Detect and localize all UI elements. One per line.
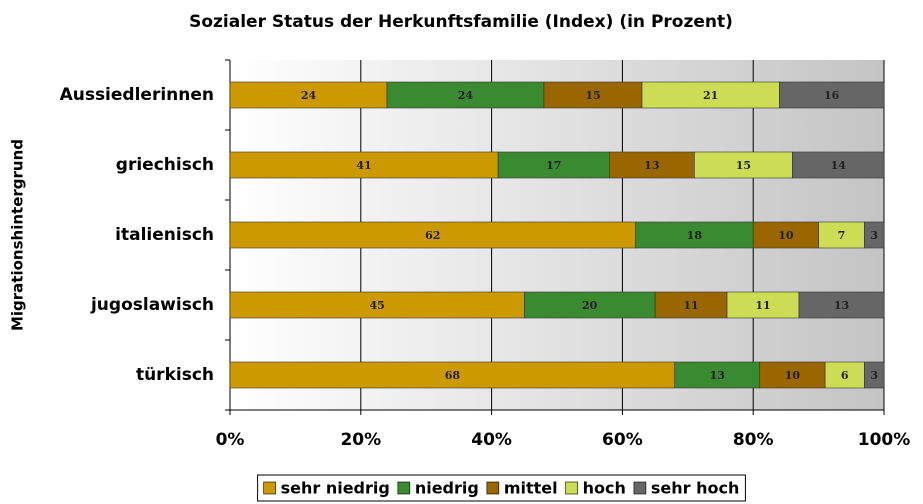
legend-label: sehr niedrig — [281, 479, 390, 498]
x-tick-label: 20% — [340, 430, 381, 450]
data-label: 3 — [870, 229, 878, 242]
bar-segment — [818, 221, 865, 249]
data-label: 62 — [425, 229, 440, 242]
bar-segment — [864, 221, 885, 249]
chart-title: Sozialer Status der Herkunftsfamilie (In… — [189, 12, 733, 32]
bar-segment — [752, 221, 819, 249]
data-label: 41 — [356, 159, 371, 172]
y-axis-label: Migrationshintergrund — [9, 139, 27, 331]
y-tick-label: Aussiedlerinnen — [60, 85, 214, 105]
data-label: 24 — [458, 89, 474, 102]
y-tick-label: türkisch — [136, 365, 214, 385]
bar-segment — [229, 151, 499, 179]
data-label: 13 — [834, 299, 849, 312]
bar-segment — [229, 221, 636, 249]
legend-label: niedrig — [415, 479, 479, 498]
x-tick-label: 0% — [216, 430, 245, 450]
data-label: 10 — [785, 369, 801, 382]
bar-segment — [824, 361, 865, 389]
data-label: 24 — [301, 89, 317, 102]
x-tick-label: 40% — [471, 430, 512, 450]
bar-segment — [543, 81, 643, 109]
data-label: 15 — [736, 159, 751, 172]
y-tick-label: jugoslawisch — [90, 295, 214, 315]
data-label: 6 — [841, 369, 849, 382]
x-tick-label: 80% — [733, 430, 774, 450]
data-label: 68 — [445, 369, 461, 382]
data-label: 11 — [755, 299, 770, 312]
data-label: 11 — [683, 299, 698, 312]
legend-swatch — [486, 481, 500, 495]
bar-segment — [759, 361, 826, 389]
data-label: 7 — [838, 229, 846, 242]
data-label: 13 — [644, 159, 659, 172]
bar-segment — [386, 81, 545, 109]
y-tick-label: griechisch — [116, 155, 214, 175]
bar-segment — [798, 291, 885, 319]
x-tick-label: 60% — [602, 430, 643, 450]
bar-segment — [635, 221, 754, 249]
bar-segment — [654, 291, 728, 319]
x-tick-label: 100% — [858, 430, 911, 450]
bar-segment — [229, 81, 388, 109]
data-label: 10 — [778, 229, 794, 242]
legend-swatch — [565, 481, 578, 495]
legend-label: mittel — [504, 479, 558, 498]
data-label: 45 — [369, 299, 384, 312]
bar-segment — [497, 151, 610, 179]
legend-label: sehr hoch — [651, 479, 739, 498]
data-label: 20 — [582, 299, 598, 312]
legend-box — [257, 474, 746, 502]
data-label: 16 — [824, 89, 840, 102]
data-label: 3 — [870, 369, 878, 382]
legend-swatch — [633, 481, 647, 495]
bar-segment — [229, 291, 525, 319]
legend-swatch — [397, 481, 411, 495]
legend-label: hoch — [583, 479, 626, 498]
data-label: 15 — [585, 89, 600, 102]
bar-segment — [792, 151, 885, 179]
bar-segment — [641, 81, 780, 109]
bar-segment — [694, 151, 793, 179]
bar-segment — [779, 81, 885, 109]
bar-segment — [609, 151, 695, 179]
data-label: 18 — [687, 229, 703, 242]
bar-segment — [523, 291, 656, 319]
data-label: 21 — [703, 89, 718, 102]
bar-segment — [674, 361, 761, 389]
y-tick-label: italienisch — [115, 225, 214, 245]
data-label: 13 — [710, 369, 725, 382]
data-label: 17 — [546, 159, 561, 172]
bar-segment — [864, 361, 885, 389]
data-label: 14 — [831, 159, 847, 172]
legend-swatch — [263, 481, 276, 495]
